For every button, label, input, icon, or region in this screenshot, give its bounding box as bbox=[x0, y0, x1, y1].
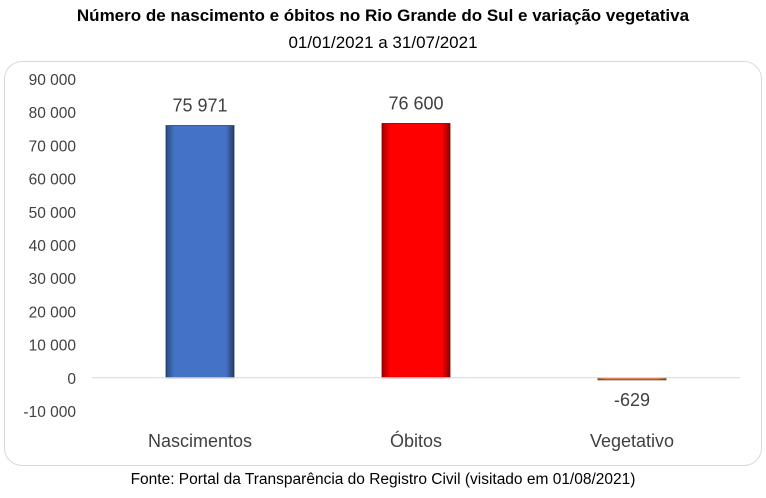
chart-subtitle: 01/01/2021 a 31/07/2021 bbox=[288, 33, 478, 52]
y-tick-label: -10 000 bbox=[23, 404, 76, 421]
y-tick-label: 50 000 bbox=[29, 205, 77, 222]
x-axis: Nascimentos Óbitos Vegetativo bbox=[92, 377, 740, 451]
y-tick-label: 90 000 bbox=[29, 72, 77, 89]
x-tick-label: Vegetativo bbox=[590, 431, 674, 451]
y-tick-label: 20 000 bbox=[29, 304, 77, 321]
y-tick-label: 30 000 bbox=[29, 271, 77, 288]
source-note: Fonte: Portal da Transparência do Regist… bbox=[130, 471, 636, 488]
y-tick-label: 60 000 bbox=[29, 172, 77, 189]
y-tick-label: 80 000 bbox=[29, 105, 77, 122]
chart-title: Número de nascimento e óbitos no Rio Gra… bbox=[76, 6, 690, 25]
x-tick-label: Nascimentos bbox=[148, 431, 252, 451]
data-label: 76 600 bbox=[388, 93, 443, 113]
y-axis: 90 000 80 000 70 000 60 000 50 000 40 000 30 0… bbox=[23, 72, 76, 421]
bars: 75 971 76 600 -629 bbox=[165, 93, 667, 410]
bar-obitos bbox=[381, 123, 451, 379]
bar-nascimentos bbox=[165, 125, 235, 379]
y-tick-label: 70 000 bbox=[29, 138, 77, 155]
y-tick-label: 40 000 bbox=[29, 238, 77, 255]
y-tick-label: 10 000 bbox=[29, 338, 77, 355]
x-tick-label: Óbitos bbox=[390, 430, 442, 451]
data-label: 75 971 bbox=[172, 96, 227, 116]
y-tick-label: 0 bbox=[67, 371, 76, 388]
data-label: -629 bbox=[614, 390, 650, 410]
